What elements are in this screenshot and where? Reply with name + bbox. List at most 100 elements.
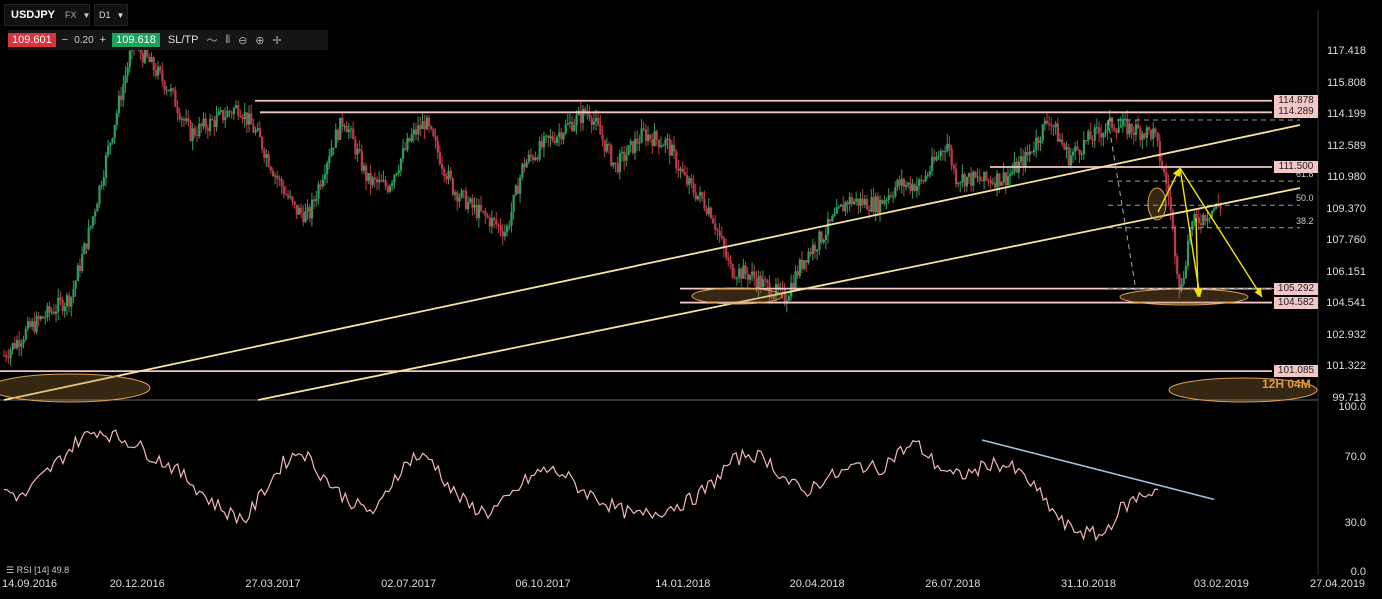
- candle-body: [493, 217, 496, 220]
- candle-body: [1212, 208, 1216, 211]
- time-tick-label: 31.10.2018: [1060, 578, 1117, 590]
- plus-button[interactable]: +: [99, 34, 107, 46]
- candle-countdown: 12H 04M: [1262, 377, 1311, 391]
- candle-body: [640, 128, 643, 143]
- candle-body: [551, 136, 554, 141]
- candle-body: [31, 321, 34, 328]
- trendline-lower: [257, 187, 1301, 401]
- candle-body: [369, 172, 372, 185]
- candle-body: [117, 95, 121, 114]
- crosshair-icon[interactable]: ✛: [272, 34, 282, 47]
- market-label: FX: [65, 10, 77, 20]
- candle-body: [72, 289, 75, 298]
- candle-body: [876, 196, 880, 213]
- time-tick-label: 27.04.2019: [1310, 578, 1366, 590]
- price-tick-label: 110.980: [1327, 171, 1366, 184]
- candle-body: [373, 177, 376, 180]
- candle-body: [410, 134, 413, 142]
- candle-body: [256, 128, 259, 131]
- ask-price-button[interactable]: 109.618: [112, 33, 160, 47]
- candle-body: [976, 176, 979, 178]
- zoom-out-icon[interactable]: ⊖: [238, 34, 248, 47]
- symbol-selector[interactable]: USDJPY FX ▼: [4, 4, 90, 26]
- candle-body: [614, 162, 617, 164]
- candle-body: [343, 125, 346, 127]
- candle-body: [1043, 120, 1047, 125]
- minus-button[interactable]: −: [61, 34, 69, 46]
- candle-body: [536, 157, 539, 160]
- menu-icon[interactable]: ☰: [6, 565, 15, 575]
- candle-body: [573, 125, 576, 131]
- candle-body: [1128, 123, 1131, 135]
- candle-body: [332, 147, 335, 149]
- candle-body: [1154, 128, 1157, 133]
- candle-body: [417, 125, 420, 135]
- candle-body: [727, 257, 730, 260]
- candle-body: [224, 117, 227, 121]
- timeframe-selector[interactable]: D1 ▼: [94, 4, 128, 26]
- candle-body: [120, 95, 123, 101]
- candle-body: [820, 231, 823, 243]
- candle-body: [126, 66, 129, 76]
- candle-body: [326, 162, 329, 175]
- candle-body: [1173, 226, 1177, 257]
- candle-body: [1219, 205, 1222, 209]
- candle-body: [336, 129, 340, 140]
- candle-body: [146, 48, 149, 57]
- candle-body: [83, 243, 86, 255]
- candle-body: [839, 204, 843, 207]
- candle-body: [412, 129, 416, 135]
- candle-body: [480, 204, 483, 211]
- candle-body: [1002, 172, 1005, 183]
- rsi-trendline: [981, 439, 1215, 501]
- candle-body: [716, 229, 719, 231]
- candle-body: [107, 146, 110, 156]
- support-zone-ellipse: [1119, 288, 1249, 306]
- candle-body: [163, 81, 166, 90]
- candle-body: [701, 192, 704, 199]
- line-chart-icon[interactable]: 〜: [206, 35, 218, 47]
- candle-body: [98, 185, 101, 204]
- candle-body: [796, 271, 799, 276]
- candle-body: [499, 225, 502, 232]
- candle-body: [1035, 137, 1038, 151]
- candle-body: [1050, 124, 1053, 126]
- candle-body: [605, 143, 609, 152]
- fib-level-label: 38.2: [1296, 215, 1314, 226]
- candles-layer: [3, 31, 1222, 366]
- candle-body: [406, 138, 409, 150]
- candle-body: [850, 196, 854, 205]
- candle-body: [1069, 155, 1073, 166]
- candle-body: [1076, 146, 1079, 150]
- rsi-label-text: RSI [14] 49.8: [16, 565, 70, 575]
- candle-body: [555, 136, 559, 143]
- candle-body: [122, 84, 125, 101]
- level-tag: 105.292: [1274, 282, 1318, 295]
- candle-body: [547, 135, 550, 139]
- candle-body: [81, 254, 84, 271]
- candle-body: [152, 57, 155, 71]
- candle-body: [241, 117, 244, 120]
- candle-body: [664, 139, 667, 146]
- candle-body: [534, 157, 537, 161]
- candle-body: [1004, 172, 1007, 186]
- zoom-in-icon[interactable]: ⊕: [255, 34, 265, 47]
- candle-body: [694, 192, 697, 200]
- candle-body: [1045, 120, 1049, 124]
- candle-body: [349, 128, 353, 130]
- candle-body: [1210, 210, 1213, 218]
- candle-body: [987, 179, 990, 181]
- candle-body: [334, 129, 337, 148]
- rsi-indicator-label[interactable]: ☰ RSI [14] 49.8: [6, 565, 69, 576]
- candle-body: [753, 271, 756, 279]
- candle-body: [588, 112, 591, 119]
- candle-body: [206, 128, 210, 131]
- candle-body: [1204, 214, 1207, 222]
- price-tick-label: 101.322: [1326, 360, 1366, 373]
- indicators-icon[interactable]: ⫴: [225, 33, 231, 46]
- bid-price-button[interactable]: 109.601: [8, 33, 56, 47]
- candle-body: [55, 311, 58, 314]
- candle-body: [1169, 197, 1172, 211]
- candle-body: [647, 134, 650, 141]
- sltp-button[interactable]: SL/TP: [167, 34, 199, 46]
